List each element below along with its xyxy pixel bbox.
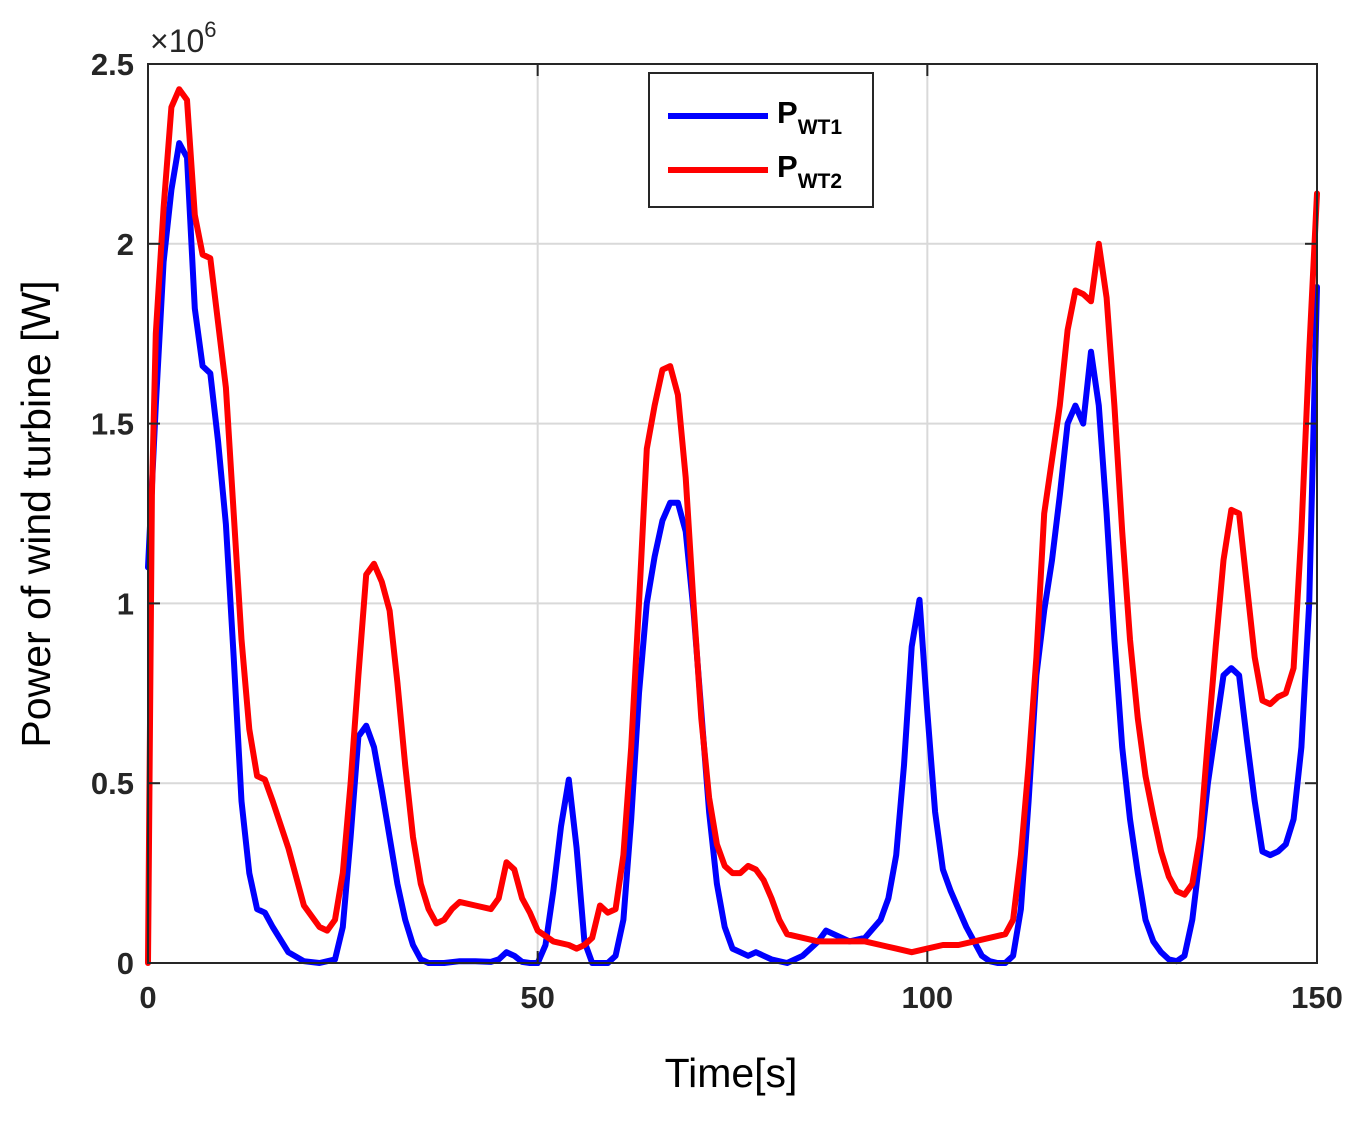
- y-scale-exponent-label: ×106: [150, 17, 217, 59]
- y-axis-title: Power of wind turbine [W]: [13, 280, 59, 747]
- legend-label-pwt1: PWT1: [777, 95, 842, 139]
- ticks: [147, 63, 1318, 964]
- x-tick-label: 0: [139, 980, 156, 1015]
- series-line-p-wt2: [145, 86, 1320, 966]
- legend-label-pwt2-main: P: [777, 149, 798, 184]
- tick-labels: 0 50 100 150 0 0.5 1 1.5 2 2.5: [91, 47, 1343, 1015]
- y-tick-label: 2: [117, 227, 134, 262]
- series-group: [145, 86, 1320, 966]
- legend-label-pwt2-sub: WT2: [798, 170, 842, 193]
- y-scale-exponent: 6: [204, 17, 216, 42]
- y-tick-label: 2.5: [91, 47, 134, 82]
- x-tick-label: 50: [520, 980, 554, 1015]
- y-tick-label: 0.5: [91, 766, 134, 801]
- legend-label-pwt2: PWT2: [777, 149, 842, 193]
- x-axis-title: Time[s]: [665, 1050, 798, 1096]
- x-tick-label: 150: [1291, 980, 1343, 1015]
- legend-label-pwt1-sub: WT1: [798, 116, 843, 139]
- y-tick-label: 0: [117, 946, 134, 981]
- axes-box: [147, 63, 1318, 964]
- legend-box: [648, 72, 874, 208]
- grid: [148, 64, 1317, 963]
- x-tick-label: 100: [901, 980, 953, 1015]
- legend: PWT1 PWT2: [648, 72, 874, 208]
- series-line-p-wt1: [145, 140, 1320, 966]
- y-tick-label: 1.5: [91, 407, 134, 442]
- y-tick-label: 1: [117, 586, 134, 621]
- y-scale-base: ×10: [150, 23, 204, 59]
- legend-label-pwt1-main: P: [777, 95, 798, 130]
